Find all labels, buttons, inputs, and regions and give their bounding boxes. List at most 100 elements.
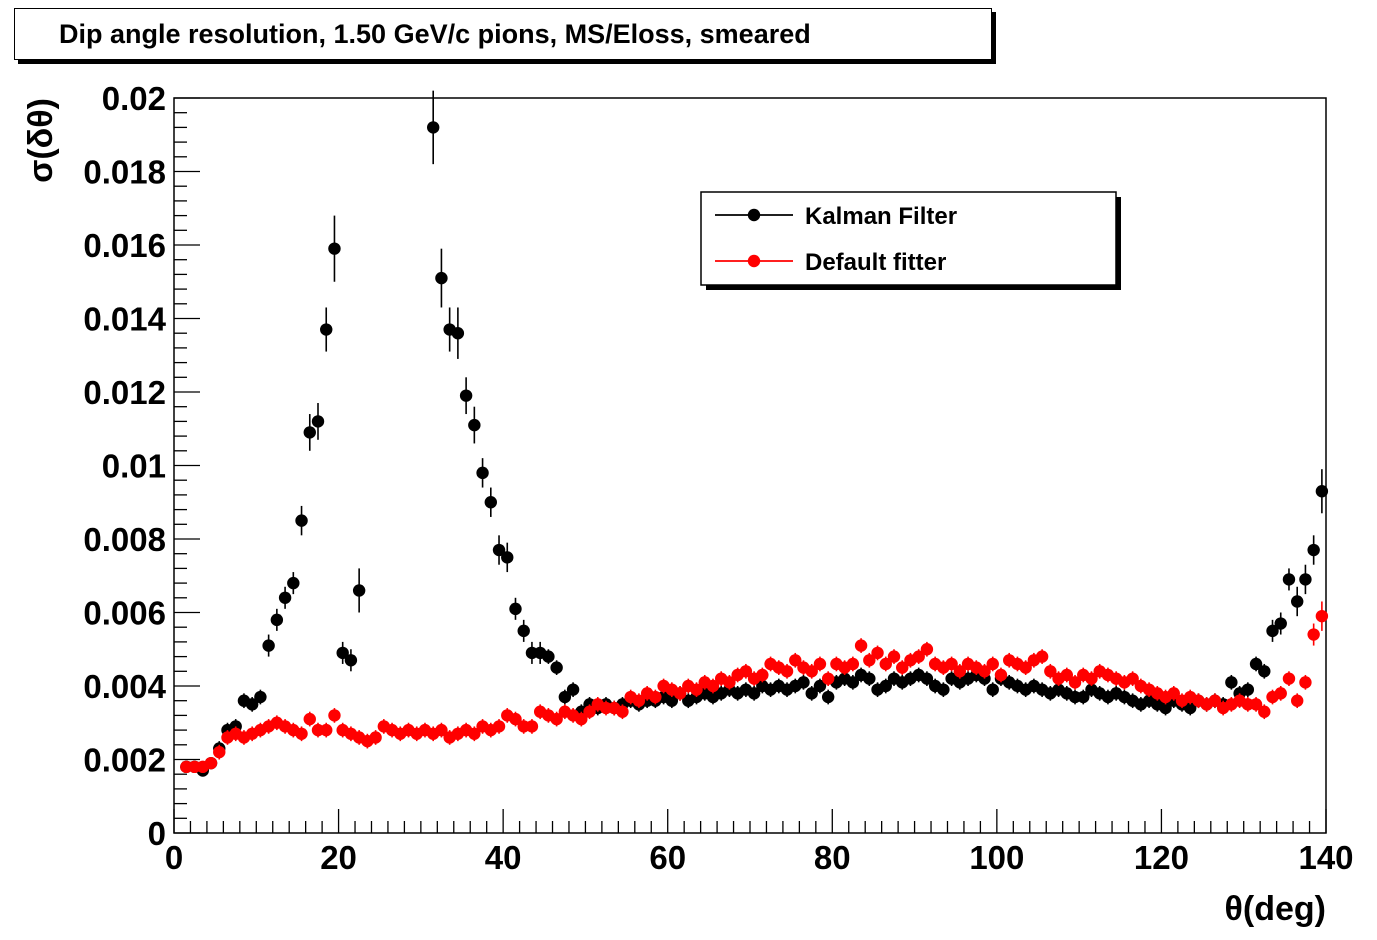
data-point	[295, 727, 308, 740]
data-point	[328, 709, 341, 722]
data-point	[986, 657, 999, 671]
data-point	[879, 657, 892, 671]
data-point	[1299, 676, 1312, 689]
data-point	[690, 683, 703, 696]
data-point	[468, 418, 481, 432]
data-point	[937, 683, 950, 696]
data-point	[649, 690, 662, 704]
data-point	[871, 646, 884, 660]
data-point	[509, 712, 522, 726]
axes-group: 0 20 40 60 80 100 120 140 0 0.002 0.004 0.006 0.008 0…	[22, 80, 1354, 928]
data-point	[879, 679, 892, 693]
data-point	[213, 745, 226, 759]
data-point	[1315, 609, 1329, 623]
data-point	[813, 657, 827, 671]
data-point	[1307, 628, 1320, 641]
x-tick-label: 20	[320, 839, 357, 876]
data-point	[336, 646, 349, 660]
data-point	[863, 654, 876, 667]
data-point	[550, 712, 563, 726]
legend-group: Kalman Filter Default fitter	[700, 191, 1121, 290]
data-point	[435, 271, 448, 285]
legend-marker	[747, 254, 761, 268]
data-point	[583, 705, 596, 718]
data-point	[320, 323, 333, 336]
y-tick-label: 0.006	[83, 595, 166, 632]
data-point	[1184, 701, 1197, 715]
data-point	[747, 687, 761, 700]
x-tick-label: 80	[814, 839, 851, 876]
y-tick-label: 0.014	[83, 301, 166, 338]
data-point	[492, 543, 506, 557]
data-point	[1019, 661, 1032, 674]
data-point	[994, 668, 1008, 682]
data-point	[945, 657, 958, 671]
data-point	[311, 415, 325, 428]
data-point	[723, 676, 736, 689]
data-point	[484, 496, 497, 509]
data-point	[953, 665, 967, 678]
data-point	[821, 672, 835, 685]
data-point	[525, 720, 539, 733]
chart-title: Dip angle resolution, 1.50 GeV/c pions, …	[59, 18, 811, 49]
data-point	[920, 672, 934, 685]
data-point	[320, 723, 333, 737]
x-tick-label: 100	[969, 839, 1024, 876]
data-point	[632, 694, 646, 707]
data-point	[204, 756, 218, 770]
data-point	[821, 690, 835, 704]
data-point	[517, 624, 530, 638]
data-point	[805, 665, 818, 678]
data-point	[1060, 668, 1074, 682]
data-point	[1241, 683, 1255, 696]
y-tick-label: 0.002	[83, 742, 166, 779]
data-point	[369, 731, 382, 744]
data-point	[542, 650, 555, 663]
chart-title-box: Dip angle resolution, 1.50 GeV/c pions, …	[14, 8, 992, 60]
y-tick-label: 0.01	[102, 448, 166, 485]
data-point	[1291, 595, 1304, 608]
legend-label: Kalman Filter	[805, 203, 957, 230]
data-point	[501, 551, 514, 564]
data-points-group	[180, 90, 1329, 777]
data-point	[1208, 694, 1222, 707]
y-tick-label: 0.018	[83, 154, 166, 191]
y-tick-label: 0.004	[83, 668, 166, 705]
data-point	[344, 654, 358, 667]
x-tick-label: 140	[1298, 839, 1353, 876]
x-tick-label: 120	[1134, 839, 1189, 876]
legend-box	[700, 191, 1117, 286]
data-point	[920, 643, 934, 656]
data-point	[1044, 665, 1057, 678]
y-axis-title: σ(δθ)	[22, 98, 60, 183]
x-axis-title: θ(deg)	[1225, 890, 1326, 928]
data-point	[245, 698, 259, 711]
data-point	[1225, 676, 1238, 689]
series-1	[180, 601, 1329, 774]
data-point	[1274, 687, 1287, 700]
y-tick-label: 0.008	[83, 521, 166, 558]
data-point	[1035, 650, 1049, 663]
data-point	[896, 661, 909, 674]
data-point	[476, 466, 489, 480]
data-point	[451, 327, 465, 340]
data-point	[846, 657, 860, 671]
data-point	[287, 576, 300, 590]
data-point	[706, 679, 720, 693]
y-tick-label: 0.02	[102, 80, 166, 117]
data-point	[254, 690, 267, 704]
data-point	[1299, 573, 1312, 586]
data-point	[1282, 573, 1296, 586]
x-tick-label: 40	[485, 839, 522, 876]
data-point	[328, 242, 341, 255]
y-tick-label: 0.016	[83, 227, 166, 264]
data-point	[575, 712, 588, 726]
data-point	[854, 639, 868, 652]
data-point	[1077, 690, 1090, 704]
data-point	[978, 665, 991, 678]
data-point	[780, 665, 794, 678]
data-point	[459, 389, 473, 402]
data-point	[756, 668, 769, 682]
data-point	[1282, 672, 1296, 685]
